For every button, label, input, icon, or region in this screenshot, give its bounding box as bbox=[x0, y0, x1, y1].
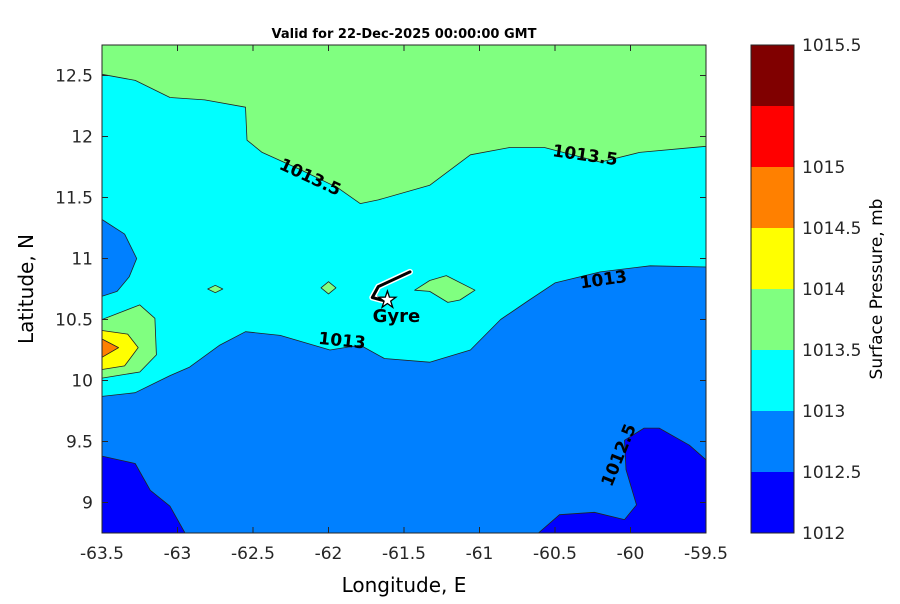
colorbar-band bbox=[751, 167, 794, 228]
x-tick-label: -59.5 bbox=[684, 544, 728, 564]
colorbar-tick-label: 1015 bbox=[802, 158, 845, 178]
contour-region-7 bbox=[102, 338, 119, 358]
star-marker-icon bbox=[376, 288, 398, 309]
marker-label: Gyre bbox=[373, 306, 421, 327]
colorbar-tick-label: 1012.5 bbox=[802, 463, 861, 483]
colorbar-label: Surface Pressure, mb bbox=[867, 199, 887, 380]
colorbar-band bbox=[751, 411, 794, 472]
contour-label: 1013 bbox=[317, 329, 366, 354]
y-tick-label: 11.5 bbox=[55, 189, 93, 209]
x-tick-label: -62 bbox=[315, 544, 343, 564]
colorbar-band bbox=[751, 350, 794, 411]
contour-region-2 bbox=[102, 219, 138, 297]
x-tick-label: -61.5 bbox=[382, 544, 426, 564]
contour-region-0 bbox=[102, 45, 706, 205]
y-tick-label: 12 bbox=[71, 128, 93, 148]
contour-region-3 bbox=[102, 455, 186, 533]
x-tick-label: -61 bbox=[466, 544, 494, 564]
contour-region-4 bbox=[538, 427, 706, 533]
contour-region-8 bbox=[414, 275, 476, 303]
colorbar-tick-label: 1014 bbox=[802, 280, 845, 300]
x-tick-label: -63.5 bbox=[80, 544, 124, 564]
colorbar-border bbox=[750, 44, 795, 534]
y-tick-label: 9 bbox=[82, 494, 93, 514]
x-tick-label: -63 bbox=[164, 544, 192, 564]
axes: -63.5 -63 -62.5 -62 -61.5 -61 -60.5 -60 -59.5 9 9.… bbox=[55, 45, 728, 564]
contour-region-10 bbox=[320, 281, 337, 295]
y-tick-label: 10 bbox=[71, 372, 93, 392]
colorbar-tick-label: 1013.5 bbox=[802, 341, 861, 361]
y-axis-label: Latitude, N bbox=[14, 234, 38, 344]
colorbar-band bbox=[751, 45, 794, 106]
x-tick-label: -60 bbox=[617, 544, 645, 564]
colorbar-band bbox=[751, 106, 794, 167]
y-tick-label: 11 bbox=[71, 250, 93, 270]
storm-track bbox=[370, 270, 412, 303]
contour-region-6 bbox=[102, 330, 139, 370]
x-axis-label: Longitude, E bbox=[342, 573, 467, 597]
y-tick-label: 9.5 bbox=[66, 433, 93, 453]
colorbar: 1012 1012.5 1013 1013.5 1014 1014.5 1015 1015.5 bbox=[750, 36, 861, 544]
y-tick-label: 12.5 bbox=[55, 67, 93, 87]
colorbar-tick-label: 1013 bbox=[802, 402, 845, 422]
colorbar-tick-label: 1012 bbox=[802, 524, 845, 544]
colorbar-tick-label: 1014.5 bbox=[802, 219, 861, 239]
colorbar-tick-label: 1015.5 bbox=[802, 36, 861, 56]
x-tick-label: -60.5 bbox=[533, 544, 577, 564]
contour-region-9 bbox=[207, 284, 224, 294]
colorbar-band bbox=[751, 289, 794, 350]
contour-region-1 bbox=[102, 265, 706, 533]
colorbar-band bbox=[751, 228, 794, 289]
x-tick-label: -62.5 bbox=[231, 544, 275, 564]
colorbar-band bbox=[751, 472, 794, 533]
chart-title: Valid for 22-Dec-2025 00:00:00 GMT bbox=[272, 27, 537, 42]
y-tick-label: 10.5 bbox=[55, 311, 93, 331]
